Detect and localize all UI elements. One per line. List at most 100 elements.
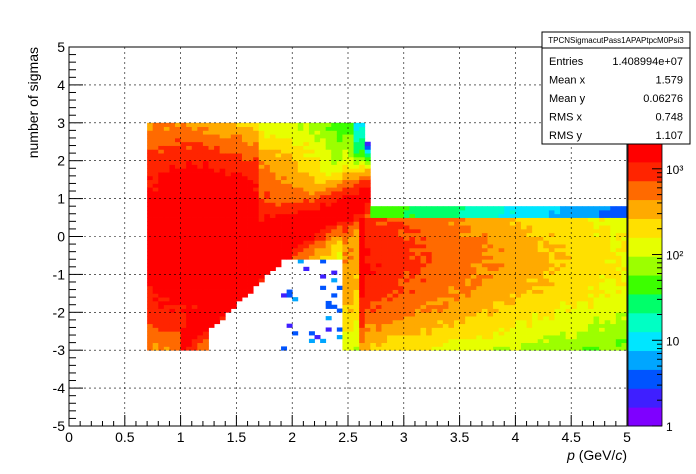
heatmap-cell (448, 285, 455, 290)
heatmap-cell (448, 278, 455, 283)
heatmap-cell (353, 244, 360, 249)
heatmap-cell (331, 244, 338, 249)
heatmap-cell (599, 323, 606, 328)
heatmap-cell (454, 335, 460, 340)
heatmap-cell (398, 285, 405, 290)
heatmap-cell (208, 285, 215, 290)
heatmap-cell (197, 149, 204, 154)
heatmap-cell (615, 316, 622, 321)
heatmap-cell (571, 319, 578, 325)
heatmap-cell (208, 274, 215, 279)
heatmap-cell (599, 213, 606, 218)
heatmap-cell (509, 263, 516, 268)
heatmap-cell (526, 259, 533, 264)
heatmap-cell (465, 342, 472, 347)
heatmap-cell (342, 126, 349, 131)
heatmap-cell (481, 289, 488, 294)
heatmap-cell (387, 316, 394, 321)
heatmap-cell (219, 183, 226, 188)
heatmap-cell (336, 335, 343, 340)
heatmap-cell (414, 308, 421, 313)
heatmap-cell (493, 342, 500, 347)
heatmap-cell (230, 259, 237, 264)
heatmap-cell (292, 191, 299, 196)
heatmap-cell (158, 335, 165, 340)
heatmap-cell (308, 209, 315, 215)
heatmap-cell (292, 221, 299, 226)
heatmap-cell (375, 312, 382, 317)
heatmap-cell (152, 281, 159, 287)
heatmap-cell (459, 274, 466, 279)
heatmap-cell (403, 285, 410, 290)
heatmap-cell (225, 232, 232, 237)
heatmap-cell (420, 251, 427, 256)
heatmap-cell (565, 213, 572, 218)
heatmap-cell (353, 240, 360, 245)
heatmap-cell (253, 251, 260, 256)
heatmap-cell (364, 175, 371, 181)
heatmap-cell (375, 255, 382, 260)
heatmap-cell (375, 297, 382, 302)
heatmap-cell (465, 312, 472, 317)
heatmap-cell (175, 130, 181, 135)
heatmap-cell (297, 168, 304, 173)
heatmap-cell (336, 160, 343, 165)
heatmap-cell (219, 316, 226, 321)
heatmap-cell (454, 289, 460, 294)
x-axis-label-main: p (566, 447, 575, 463)
heatmap-cell (297, 209, 304, 215)
heatmap-cell (152, 274, 159, 279)
heatmap-cell (163, 331, 170, 336)
heatmap-cell (504, 228, 511, 234)
heatmap-cell (191, 247, 198, 253)
color-scale-swatch (628, 388, 662, 408)
heatmap-cell (281, 122, 288, 127)
heatmap-cell (219, 206, 226, 211)
heatmap-cell (437, 312, 444, 317)
heatmap-cell (297, 247, 304, 253)
heatmap-cell (398, 323, 405, 328)
heatmap-cell (158, 346, 165, 351)
heatmap-cell (281, 153, 288, 158)
heatmap-cell (375, 304, 382, 309)
heatmap-cell (186, 266, 193, 272)
heatmap-cell (431, 270, 438, 275)
heatmap-cell (431, 338, 438, 344)
heatmap-cell (493, 270, 500, 275)
heatmap-cell (459, 338, 466, 344)
heatmap-cell (308, 122, 315, 127)
color-scale-swatch (628, 331, 662, 352)
heatmap-cell (336, 145, 343, 150)
x-tick-label: 4.5 (561, 429, 581, 445)
heatmap-cell (470, 335, 477, 340)
heatmap-cell (515, 319, 522, 325)
heatmap-cell (548, 281, 555, 287)
heatmap-cell (230, 198, 237, 203)
heatmap-cell (236, 187, 243, 192)
heatmap-cell (152, 316, 159, 321)
heatmap-cell (381, 217, 388, 222)
heatmap-cell (571, 293, 578, 298)
heatmap-cell (342, 289, 349, 294)
heatmap-cell (576, 240, 583, 245)
heatmap-cell (520, 232, 527, 237)
heatmap-cell (381, 209, 388, 215)
heatmap-cell (292, 206, 299, 211)
y-tick-label: -5 (53, 418, 66, 434)
heatmap-cell (610, 255, 617, 260)
heatmap-cell (414, 316, 421, 321)
heatmap-cell (253, 278, 260, 283)
heatmap-cell (426, 312, 433, 317)
heatmap-cell (403, 270, 410, 275)
heatmap-cell (364, 319, 371, 325)
heatmap-cell (599, 225, 606, 230)
heatmap-cell (264, 183, 271, 188)
grid-lines (69, 47, 627, 426)
heatmap-cell (152, 236, 159, 241)
heatmap-cell (247, 149, 254, 154)
heatmap-cell (392, 346, 399, 351)
heatmap-cell (147, 134, 154, 139)
heatmap-cell (186, 300, 193, 306)
heatmap-cell (348, 160, 354, 165)
heatmap-cell (414, 240, 421, 245)
